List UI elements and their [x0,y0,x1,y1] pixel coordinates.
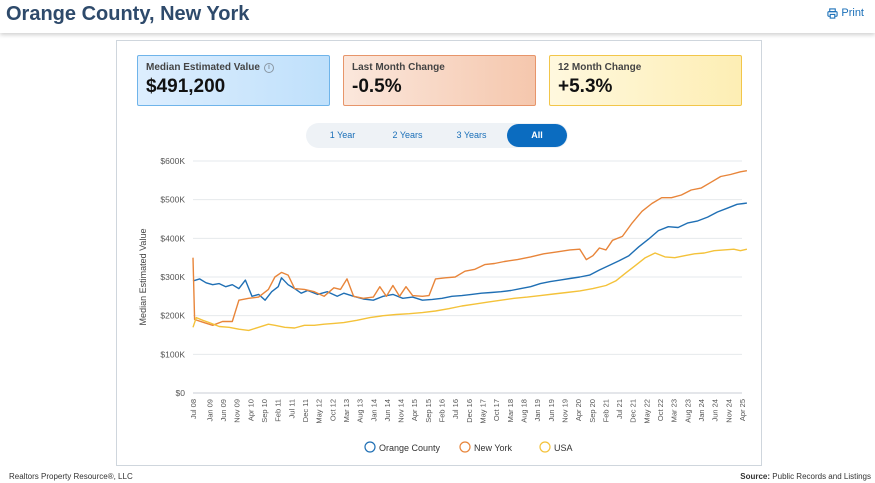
x-tick-label: Dec 16 [465,399,474,423]
x-tick-label: Sep 20 [588,399,597,423]
x-tick-label: Mar 18 [506,399,515,422]
legend-label: USA [554,443,573,453]
tab-1-year[interactable]: 1 Year [329,130,356,140]
y-tick-label: $200K [160,311,185,321]
y-axis-title: Median Estimated Value [138,229,148,326]
range-tabs: 1 Year 2 Years 3 Years All [306,123,568,148]
x-tick-label: Nov 09 [233,399,242,423]
kpi-last-month-change: Last Month Change -0.5% [343,55,536,106]
series-line-usa [192,248,748,332]
x-tick-label: Dec 11 [301,399,310,422]
x-tick-label: Nov 14 [397,399,406,423]
x-tick-label: Apr 10 [246,399,255,421]
x-tick-label: Feb 21 [601,399,610,422]
legend-marker [364,441,376,453]
x-tick-label: May 17 [479,399,488,424]
y-tick-label: $500K [160,195,185,205]
printer-icon [827,7,839,19]
x-tick-label: Jan 14 [369,399,378,422]
page-header: Orange County, New York Print [0,0,875,33]
y-tick-label: $100K [160,349,185,359]
footer-credit: Realtors Property Resource®, LLC [9,472,133,481]
print-label: Print [841,7,864,19]
legend-label: New York [474,443,513,453]
y-tick-label: $0 [176,388,186,398]
kpi-value: +5.3% [558,76,613,97]
x-tick-label: Jan 19 [533,399,542,422]
page-title: Orange County, New York [6,3,250,25]
x-tick-label: Mar 13 [342,399,351,422]
x-tick-label: Mar 23 [670,399,679,422]
kpi-label: 12 Month Change [558,62,642,73]
kpi-value: $491,200 [146,76,226,97]
x-tick-label: Oct 22 [656,399,665,421]
x-tick-label: Jan 24 [697,399,706,422]
x-tick-label: Oct 12 [328,399,337,421]
x-tick-label: Dec 21 [629,399,638,423]
x-tick-label: Jun 09 [219,399,228,422]
chart-card: Median Estimated Value i $491,200 Last M… [116,40,762,466]
x-tick-label: Apr 25 [738,399,747,421]
kpi-label: Median Estimated Value [146,62,260,73]
x-tick-label: Jun 14 [383,399,392,422]
x-tick-label: Jun 19 [547,399,556,422]
kpi-value: -0.5% [352,76,402,97]
x-tick-label: Jun 24 [711,399,720,422]
source-value: Public Records and Listings [772,472,871,481]
kpi-label: Last Month Change [352,62,445,73]
x-tick-label: Aug 18 [519,399,528,423]
source-label: Source: [740,472,771,481]
footer-source: Source: Public Records and Listings [740,472,871,481]
legend-label: Orange County [379,443,441,453]
x-tick-label: Jan 09 [205,399,214,422]
y-tick-label: $600K [160,156,185,166]
x-tick-label: Apr 15 [410,399,419,421]
x-tick-label: Apr 20 [574,399,583,421]
x-tick-label: Nov 24 [724,399,733,423]
x-tick-label: Aug 23 [683,399,692,423]
series-line-new-york [192,170,748,326]
kpi-12-month-change: 12 Month Change +5.3% [549,55,742,106]
x-tick-label: Feb 16 [438,399,447,422]
x-tick-label: Jul 21 [615,399,624,419]
y-tick-label: $400K [160,233,185,243]
tab-3-years[interactable]: 3 Years [456,130,487,140]
x-tick-label: Nov 19 [560,399,569,423]
x-tick-label: Jul 11 [287,399,296,418]
x-tick-label: May 12 [315,399,324,424]
x-tick-label: Sep 10 [260,399,269,423]
x-tick-label: Oct 17 [492,399,501,421]
tab-2-years[interactable]: 2 Years [392,130,423,140]
info-icon[interactable]: i [263,62,274,73]
legend-marker [459,441,471,453]
kpi-median-value: Median Estimated Value i $491,200 [137,55,330,106]
print-button[interactable]: Print [827,7,864,19]
x-tick-label: May 22 [642,399,651,424]
y-tick-label: $300K [160,272,185,282]
x-tick-label: Feb 11 [274,399,283,422]
tab-all[interactable]: All [507,124,567,147]
x-tick-label: Sep 15 [424,399,433,423]
series-line-orange-county [192,202,747,301]
legend-marker [539,441,551,453]
x-tick-label: Jul 08 [189,399,198,419]
x-tick-label: Aug 13 [356,399,365,423]
x-tick-label: Jul 16 [451,399,460,419]
line-chart: $0 $100K $200K $300K $400K $500K $600K Jul 08 Ja… [138,156,748,453]
